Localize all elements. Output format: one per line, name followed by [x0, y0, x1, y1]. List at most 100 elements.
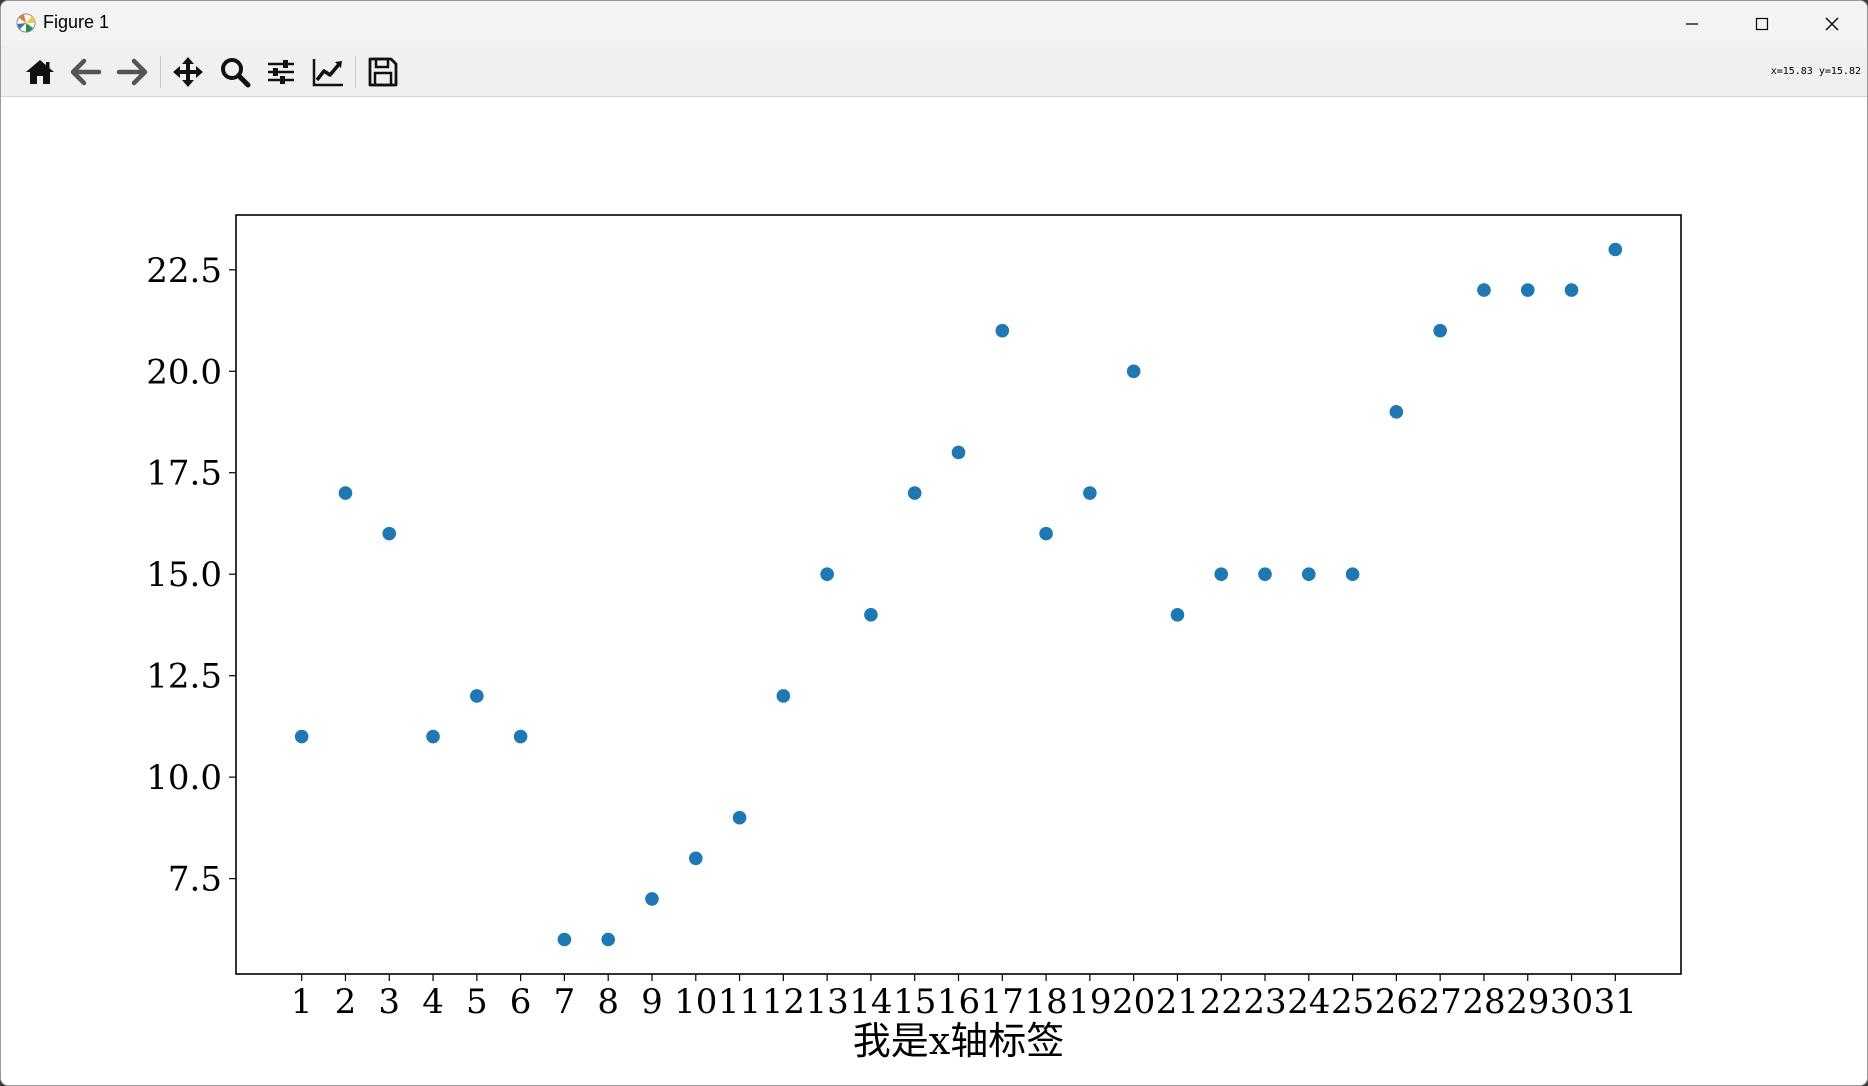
x-tick-label: 3	[378, 982, 400, 1022]
x-tick-label: 23	[1243, 982, 1286, 1022]
window-title: Figure 1	[43, 12, 110, 32]
scatter-chart[interactable]: 1 2 3 4 5 6 7 8 9 10 11 12 13 14 15 16 17 18 19 20 21 22 23 24 2…	[1, 97, 1867, 1085]
x-tick-label: 2	[335, 982, 357, 1022]
data-point	[1214, 567, 1229, 582]
zoom-button[interactable]	[217, 54, 253, 90]
x-tick-label: 9	[641, 982, 663, 1022]
x-tick-label: 13	[806, 982, 849, 1022]
x-tick-label: 26	[1375, 982, 1418, 1022]
maximize-icon	[1755, 17, 1769, 30]
matplotlib-logo-icon	[16, 13, 36, 33]
data-point	[864, 607, 878, 622]
x-tick-label: 11	[718, 982, 761, 1022]
save-button[interactable]	[365, 54, 401, 90]
y-tick-label: 20.0	[146, 352, 222, 392]
minimize-icon	[1686, 22, 1698, 25]
subplots-button[interactable]	[263, 54, 299, 90]
data-point	[776, 689, 791, 703]
x-tick-label: 30	[1550, 982, 1593, 1022]
y-tick-label: 22.5	[146, 251, 222, 291]
forward-button[interactable]	[114, 54, 150, 90]
line-chart-icon	[312, 59, 343, 87]
data-point	[907, 486, 922, 500]
magnifier-icon	[221, 58, 251, 88]
home-button[interactable]	[22, 54, 58, 90]
data-point	[513, 729, 528, 744]
data-point	[951, 445, 966, 460]
y-tick-label: 12.5	[146, 657, 222, 697]
x-tick-label: 15	[893, 982, 936, 1022]
sliders-icon	[268, 60, 294, 84]
data-point	[820, 567, 834, 582]
move-icon	[173, 57, 203, 87]
x-tick-label: 7	[554, 982, 576, 1022]
x-tick-label: 24	[1287, 982, 1330, 1022]
data-point	[294, 729, 309, 744]
x-tick-label: 25	[1331, 982, 1374, 1022]
data-point	[1608, 242, 1623, 257]
data-point	[1389, 405, 1404, 419]
data-point	[470, 689, 484, 703]
data-point	[1170, 607, 1185, 622]
x-tick-label: 17	[981, 982, 1024, 1022]
data-point	[601, 932, 615, 947]
x-tick-label: 21	[1156, 982, 1199, 1022]
x-tick-label: 18	[1024, 982, 1067, 1022]
x-tick-label: 12	[762, 982, 805, 1022]
navigation-toolbar: x=15.83 y=15.82	[1, 46, 1867, 97]
customize-button[interactable]	[310, 54, 346, 90]
close-icon	[1825, 17, 1839, 30]
x-tick-label: 31	[1594, 982, 1637, 1022]
data-point	[1302, 567, 1316, 582]
y-tick-label: 17.5	[146, 454, 222, 494]
pan-button[interactable]	[170, 54, 206, 90]
x-tick-label: 29	[1506, 982, 1549, 1022]
data-point	[688, 851, 703, 866]
data-point	[1477, 283, 1491, 297]
toolbar-separator	[355, 56, 356, 88]
data-point	[1083, 486, 1097, 500]
arrow-left-icon	[70, 58, 102, 86]
title-bar: Figure 1	[1, 1, 1867, 46]
y-tick-label: 15.0	[146, 555, 222, 595]
y-tick-label: 10.0	[146, 758, 222, 798]
x-tick-label: 14	[849, 982, 892, 1022]
data-point	[557, 932, 572, 947]
x-tick-label: 16	[937, 982, 980, 1022]
x-tick-label: 8	[597, 982, 619, 1022]
plot-frame	[235, 214, 1682, 975]
toolbar-separator	[160, 56, 161, 88]
cursor-coordinates: x=15.83 y=15.82	[1770, 66, 1861, 77]
maximize-button[interactable]	[1727, 1, 1797, 46]
home-icon	[26, 60, 54, 84]
x-tick-label: 19	[1068, 982, 1111, 1022]
figure-canvas[interactable]: 1 2 3 4 5 6 7 8 9 10 11 12 13 14 15 16 17 18 19 20 21 22 23 24 2…	[1, 97, 1867, 1085]
x-tick-label: 5	[466, 982, 488, 1022]
minimize-button[interactable]	[1657, 1, 1727, 46]
data-point	[338, 486, 353, 500]
data-point	[1345, 567, 1360, 582]
data-point	[1126, 364, 1141, 379]
data-point	[1564, 283, 1579, 297]
x-tick-label: 1	[291, 982, 313, 1022]
x-tick-label: 27	[1419, 982, 1462, 1022]
x-tick-label: 20	[1112, 982, 1155, 1022]
y-tick-label: 7.5	[168, 860, 222, 900]
x-tick-label: 4	[422, 982, 444, 1022]
close-button[interactable]	[1797, 1, 1867, 46]
data-point	[1433, 323, 1447, 338]
x-tick-label: 6	[510, 982, 532, 1022]
x-axis-label: 我是x轴标签	[853, 1019, 1064, 1063]
data-point	[1258, 567, 1272, 582]
data-point	[645, 892, 659, 906]
data-point	[1520, 283, 1535, 297]
back-button[interactable]	[68, 54, 104, 90]
arrow-right-icon	[116, 58, 148, 86]
x-tick-label: 28	[1462, 982, 1505, 1022]
data-point	[732, 810, 747, 825]
data-point	[426, 729, 440, 744]
x-tick-label: 22	[1200, 982, 1243, 1022]
data-point	[1039, 526, 1053, 541]
floppy-disk-icon	[368, 57, 398, 87]
